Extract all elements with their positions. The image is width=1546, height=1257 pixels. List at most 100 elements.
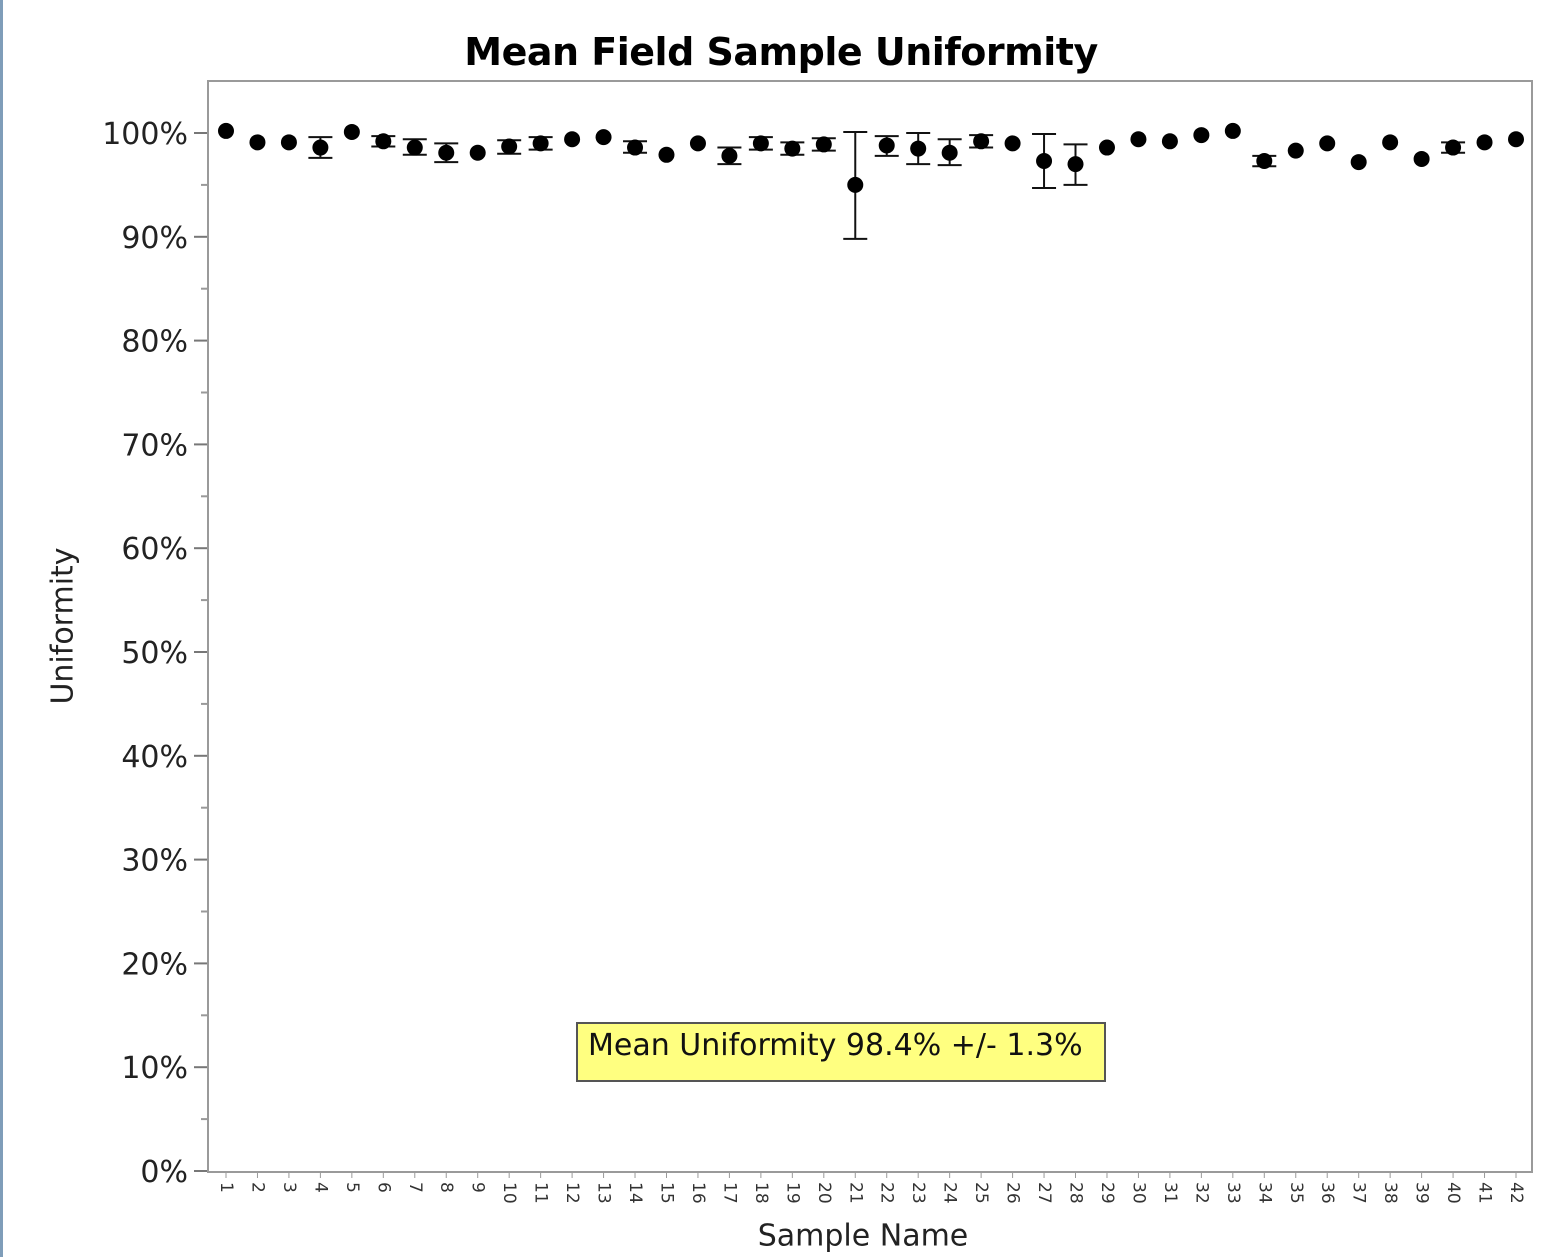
data-point — [1476, 134, 1493, 151]
x-tick-label: 29 — [1097, 1182, 1117, 1204]
y-tick-label: 90% — [121, 221, 188, 256]
x-tick-label: 38 — [1380, 1182, 1400, 1204]
data-point — [595, 129, 612, 146]
mean-uniformity-annotation: Mean Uniformity 98.4% +/- 1.3% — [576, 1022, 1106, 1082]
data-point — [815, 136, 832, 153]
x-tick-label: 16 — [688, 1182, 708, 1204]
y-tick-label: 40% — [121, 740, 188, 775]
plot-frame — [207, 80, 1533, 1173]
x-tick-label: 20 — [814, 1182, 834, 1204]
data-point — [784, 140, 801, 157]
data-point — [532, 135, 549, 152]
data-point — [1350, 154, 1367, 171]
data-point — [343, 123, 360, 140]
data-point — [658, 146, 675, 163]
x-tick-label: 7 — [405, 1182, 425, 1193]
data-point — [1224, 122, 1241, 139]
x-tick-label: 6 — [373, 1182, 393, 1193]
data-point — [280, 134, 297, 151]
y-tick-label: 30% — [121, 844, 188, 879]
x-tick-label: 26 — [1003, 1182, 1023, 1204]
x-tick-label: 37 — [1349, 1182, 1369, 1204]
x-tick-label: 8 — [436, 1182, 456, 1193]
data-point — [910, 140, 927, 157]
data-point — [249, 134, 266, 151]
x-tick-label: 17 — [719, 1182, 739, 1204]
x-tick-label: 4 — [310, 1182, 330, 1193]
data-point — [627, 139, 644, 156]
x-tick-label: 40 — [1443, 1182, 1463, 1204]
x-tick-label: 34 — [1254, 1182, 1274, 1204]
data-point — [973, 133, 990, 150]
data-point — [847, 176, 864, 193]
chart-title: Mean Field Sample Uniformity — [464, 30, 1098, 74]
y-tick-label: 50% — [121, 636, 188, 671]
window-border — [0, 0, 3, 1257]
y-tick-label: 20% — [121, 947, 188, 982]
x-tick-label: 2 — [247, 1182, 267, 1193]
data-point — [878, 137, 895, 154]
data-point — [312, 139, 329, 156]
y-tick-label: 100% — [102, 117, 188, 152]
x-tick-label: 9 — [468, 1182, 488, 1193]
data-point — [1161, 133, 1178, 150]
data-point — [1382, 134, 1399, 151]
data-point — [1445, 139, 1462, 156]
y-tick-label: 70% — [121, 428, 188, 463]
x-tick-label: 27 — [1034, 1182, 1054, 1204]
x-tick-label: 33 — [1223, 1182, 1243, 1204]
data-point — [218, 122, 234, 139]
x-tick-label: 35 — [1286, 1182, 1306, 1204]
x-tick-label: 31 — [1160, 1182, 1180, 1204]
data-point — [1130, 131, 1147, 148]
x-tick-label: 23 — [908, 1182, 928, 1204]
x-tick-label: 13 — [594, 1182, 614, 1204]
x-tick-label: 19 — [782, 1182, 802, 1204]
data-point — [1413, 150, 1430, 167]
data-point — [1036, 153, 1053, 170]
data-point — [689, 135, 706, 152]
data-point — [564, 131, 581, 148]
x-tick-label: 15 — [656, 1182, 676, 1204]
x-axis-label: Sample Name — [757, 1218, 969, 1254]
data-point — [1319, 135, 1336, 152]
x-tick-label: 32 — [1191, 1182, 1211, 1204]
y-tick-label: 80% — [121, 325, 188, 360]
data-point — [1256, 153, 1273, 170]
x-tick-label: 10 — [499, 1182, 519, 1204]
x-tick-label: 11 — [531, 1182, 551, 1204]
x-tick-label: 3 — [279, 1182, 299, 1193]
data-point — [721, 147, 738, 164]
x-tick-label: 18 — [751, 1182, 771, 1204]
x-tick-label: 42 — [1506, 1182, 1526, 1204]
x-tick-label: 41 — [1475, 1182, 1495, 1204]
data-point — [752, 135, 769, 152]
data-point — [375, 133, 392, 150]
data-point — [1508, 131, 1524, 148]
data-point — [1193, 127, 1210, 144]
y-tick-label: 60% — [121, 532, 188, 567]
data-point — [1004, 135, 1021, 152]
x-tick-label: 36 — [1317, 1182, 1337, 1204]
x-tick-label: 25 — [971, 1182, 991, 1204]
data-point — [1287, 142, 1304, 159]
x-tick-label: 5 — [342, 1182, 362, 1193]
data-point — [438, 144, 455, 161]
x-tick-label: 1 — [216, 1182, 236, 1193]
x-tick-label: 24 — [940, 1182, 960, 1204]
y-axis-label: Uniformity — [45, 547, 81, 705]
data-point — [941, 144, 958, 161]
data-point — [1067, 156, 1084, 173]
x-tick-label: 21 — [845, 1182, 865, 1204]
y-tick-label: 10% — [121, 1051, 188, 1086]
x-tick-label: 22 — [877, 1182, 897, 1204]
x-tick-label: 28 — [1066, 1182, 1086, 1204]
y-tick-label: 0% — [140, 1155, 188, 1190]
x-tick-label: 30 — [1128, 1182, 1148, 1204]
x-tick-label: 14 — [625, 1182, 645, 1204]
data-point — [501, 138, 518, 155]
data-point — [406, 139, 423, 156]
x-tick-label: 12 — [562, 1182, 582, 1204]
data-point — [469, 144, 486, 161]
